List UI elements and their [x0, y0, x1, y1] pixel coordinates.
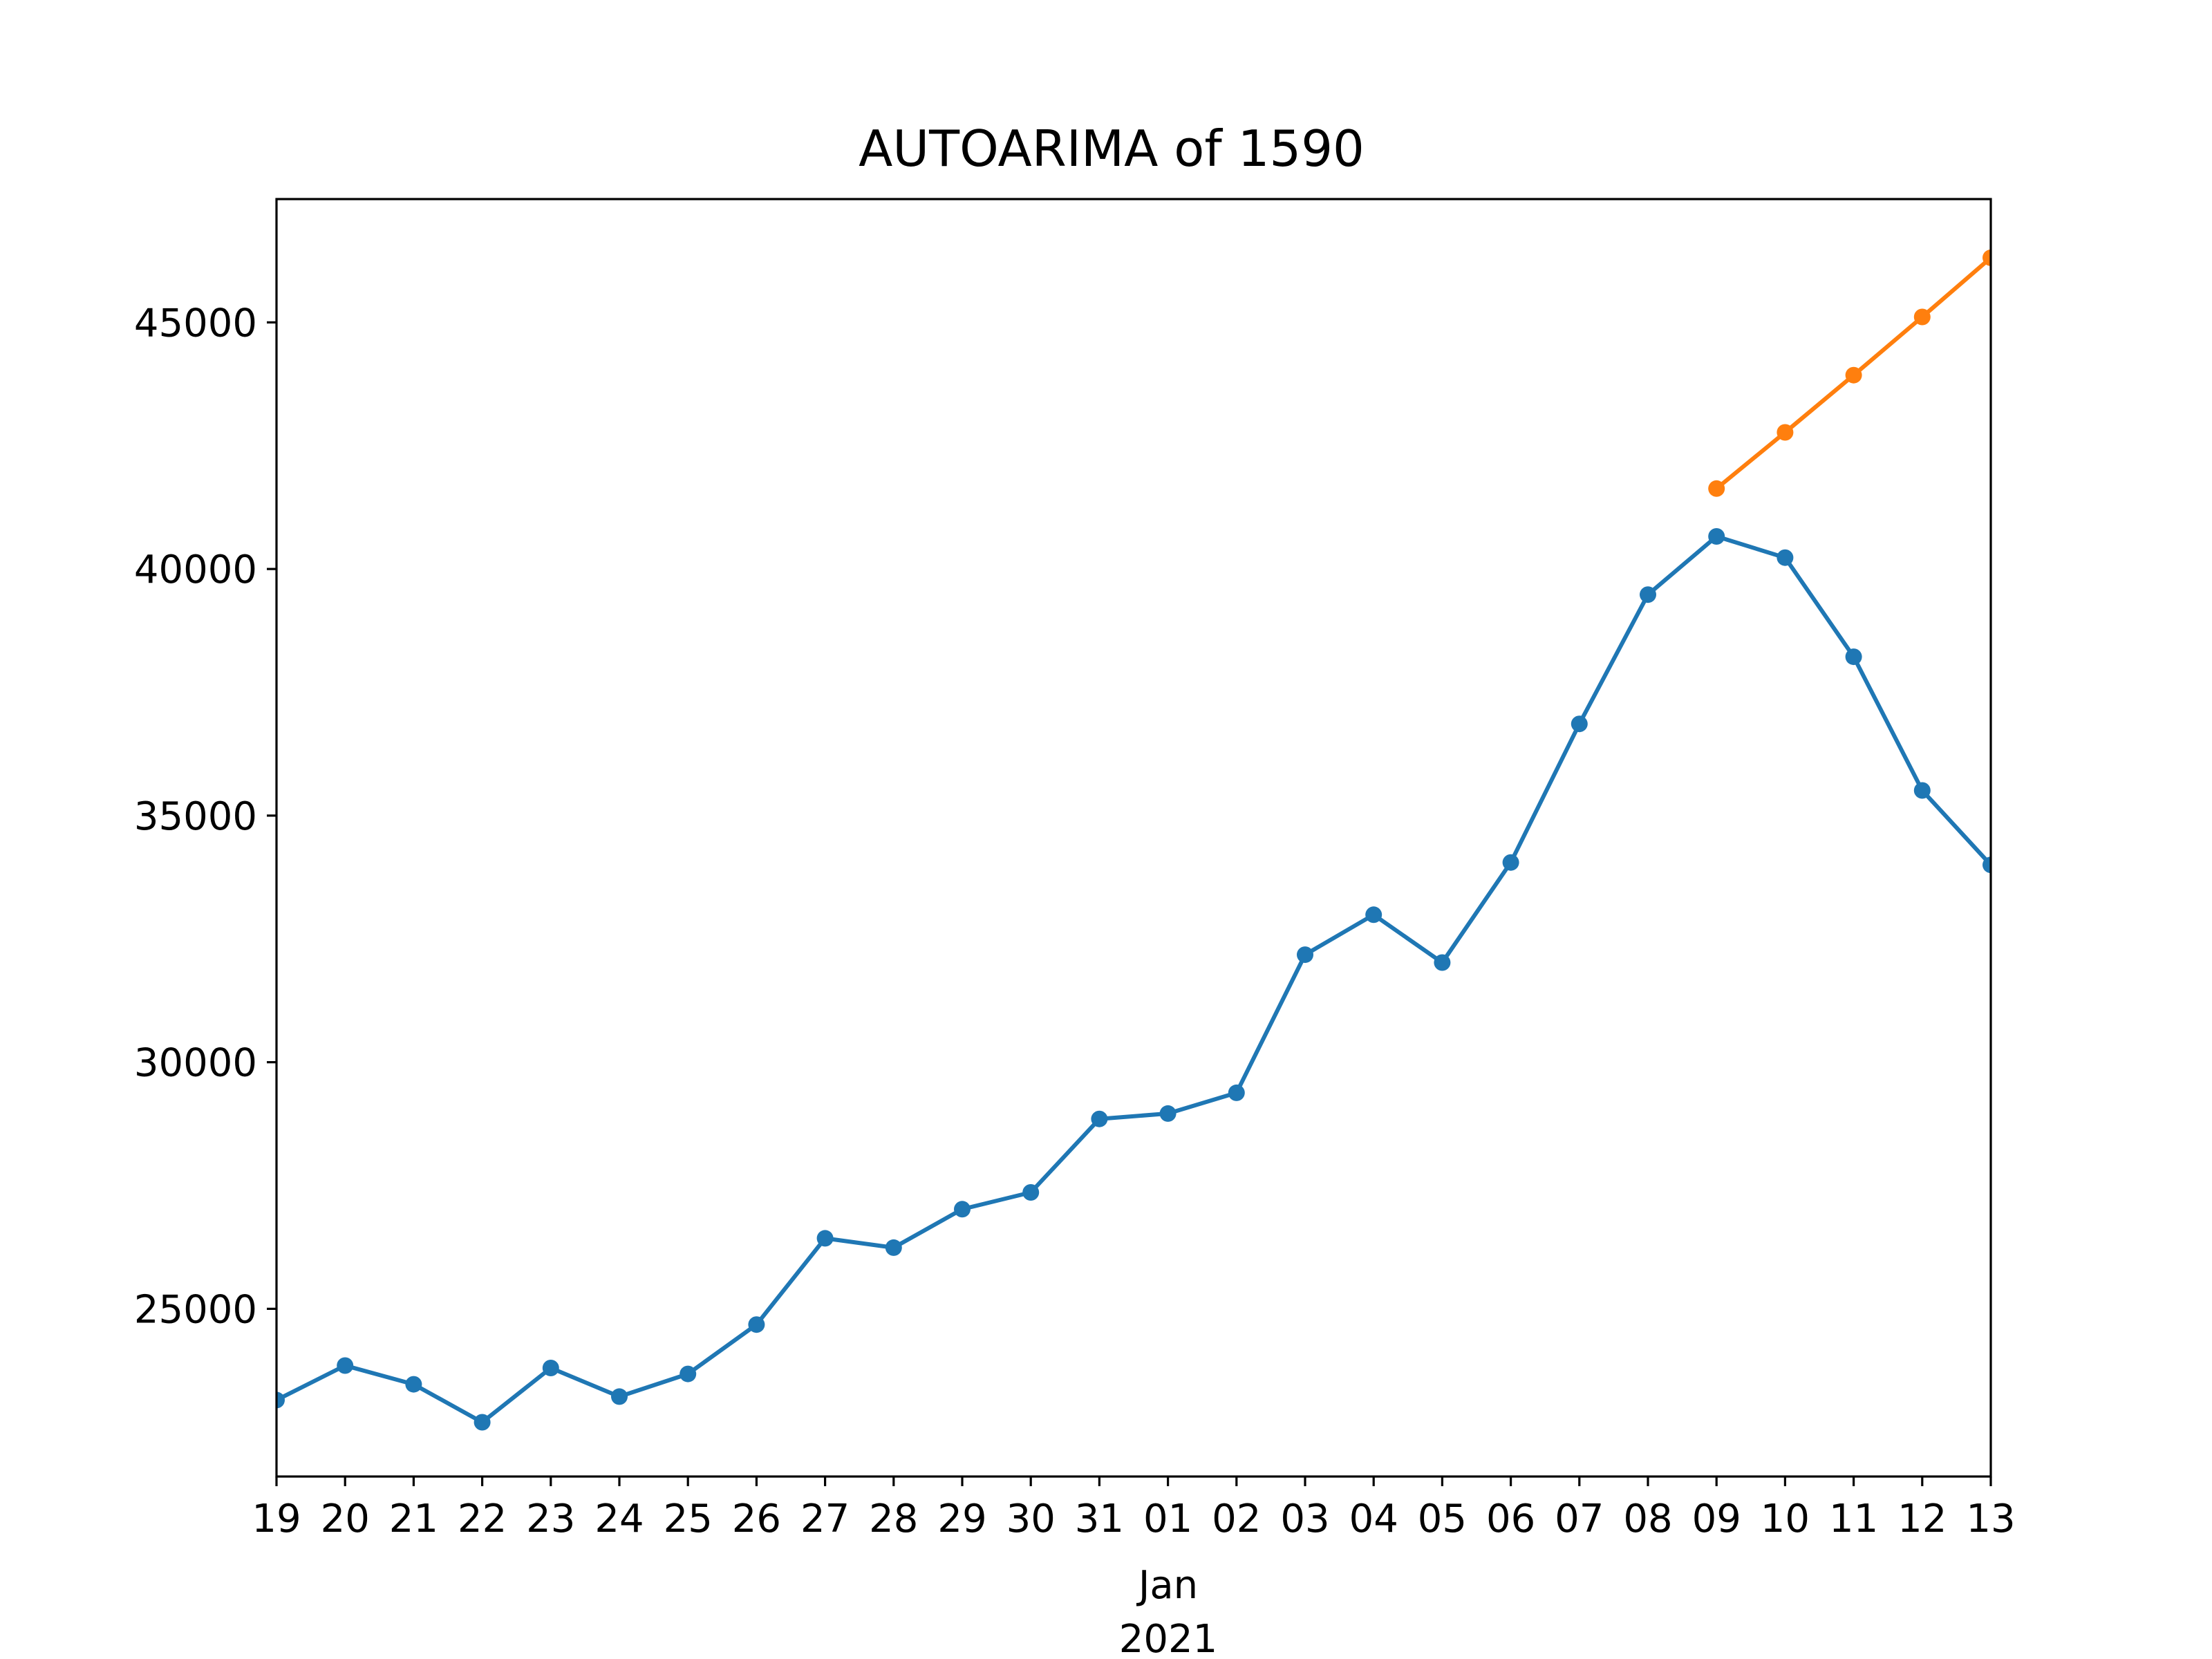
plot-series-area	[276, 249, 1991, 1431]
x-tick-label: 01	[1143, 1497, 1192, 1541]
x-tick-label: 13	[1966, 1497, 2015, 1541]
x-tick-label: 28	[869, 1497, 918, 1541]
series-1-point-14	[1159, 1105, 1177, 1122]
series-1-point-9	[816, 1230, 834, 1247]
series-1-point-20	[1571, 715, 1588, 733]
x-tick-label: 10	[1761, 1497, 1810, 1541]
x-tick-label: 20	[321, 1497, 370, 1541]
series-1-point-16	[1297, 946, 1313, 964]
series-1-line	[276, 534, 1991, 1425]
series-1-point-17	[1365, 906, 1382, 924]
x-tick-label: 19	[252, 1497, 301, 1541]
series-2-point-2	[1777, 424, 1794, 441]
series-1-point-23	[1777, 549, 1794, 566]
series-1-point-21	[1640, 586, 1656, 603]
series-2-point-3	[1845, 366, 1862, 384]
chart-title: AUTOARIMA of 1590	[859, 120, 1365, 178]
x-tick-label: 12	[1897, 1497, 1947, 1541]
y-axis: 25000 30000 35000 40000 45000	[134, 301, 276, 1332]
series-1-point-18	[1434, 954, 1451, 971]
series-1-point-6	[611, 1388, 628, 1405]
series-1-point-19	[1502, 854, 1519, 871]
series-2-point-5	[1983, 249, 1991, 266]
x-tick-label: 06	[1486, 1497, 1535, 1541]
series-1-point-2	[337, 1357, 354, 1374]
x-tick-label: 05	[1418, 1497, 1467, 1541]
series-1-point-1	[276, 1391, 285, 1409]
x-tick-label: 11	[1829, 1497, 1878, 1541]
x-tick-label: 21	[389, 1497, 438, 1541]
x-tick-label: 27	[800, 1497, 850, 1541]
series-1-point-12	[1022, 1184, 1040, 1201]
plot-frame	[275, 198, 1992, 1478]
x-tick-label: 07	[1555, 1497, 1604, 1541]
series-1-point-15	[1228, 1084, 1245, 1101]
x-tick-label: 02	[1212, 1497, 1261, 1541]
x-tick-label: 26	[732, 1497, 781, 1541]
series-2-point-4	[1913, 308, 1931, 326]
series-1-point-22	[1708, 528, 1725, 545]
x-tick-label: 04	[1349, 1497, 1398, 1541]
series-1-point-11	[954, 1201, 971, 1218]
y-tick-label: 30000	[134, 1041, 257, 1086]
series-1-point-10	[885, 1239, 902, 1256]
y-tick-label: 35000	[134, 794, 257, 839]
x-tick-label: 08	[1623, 1497, 1672, 1541]
x-tick-label: 24	[594, 1497, 644, 1541]
x-tick-label: 25	[664, 1497, 713, 1541]
x-tick-label: 31	[1075, 1497, 1124, 1541]
series-1-point-4	[474, 1414, 491, 1431]
series-1-point-25	[1913, 782, 1931, 799]
series-1-point-24	[1845, 648, 1862, 666]
series-1-point-7	[679, 1365, 697, 1382]
x-tick-label: 23	[526, 1497, 575, 1541]
series-1-point-26	[1983, 856, 1991, 874]
x-tick-label: 03	[1280, 1497, 1329, 1541]
x-tick-label: 29	[937, 1497, 986, 1541]
x-axis-month-label: Jan	[1136, 1563, 1198, 1608]
series-2-point-1	[1708, 480, 1725, 497]
series-1-point-5	[542, 1360, 559, 1376]
x-tick-label: 22	[458, 1497, 507, 1541]
y-tick-label: 45000	[134, 301, 257, 346]
series-1-point-3	[405, 1376, 422, 1393]
series-1-point-13	[1091, 1110, 1108, 1127]
x-tick-label: 30	[1006, 1497, 1056, 1541]
x-tick-label: 09	[1692, 1497, 1741, 1541]
y-tick-label: 25000	[134, 1287, 257, 1332]
x-axis: 19 20 21 22 23 24 25 26 27 28 29 30 31 01 02 03 04 05 06 07…	[252, 1477, 2016, 1541]
series-1-point-8	[748, 1316, 765, 1333]
x-axis-year-label: 2021	[1119, 1617, 1218, 1659]
y-tick-label: 40000	[134, 547, 257, 592]
